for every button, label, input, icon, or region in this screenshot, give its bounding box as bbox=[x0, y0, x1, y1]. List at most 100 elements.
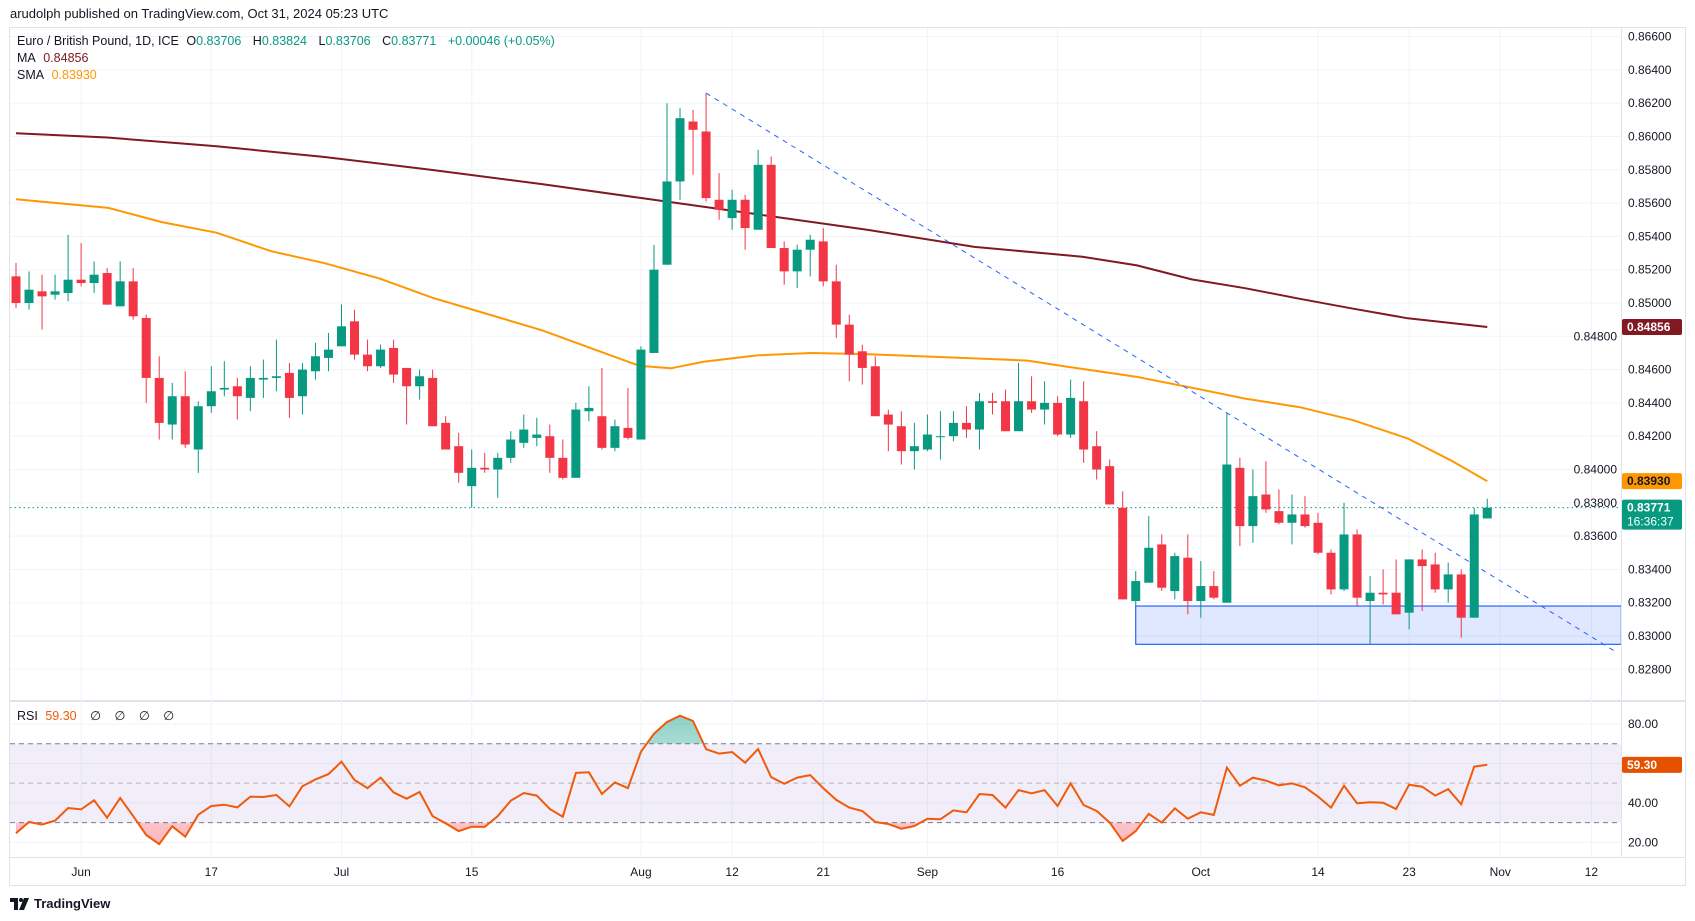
candle[interactable] bbox=[180, 371, 190, 448]
candle[interactable] bbox=[1313, 512, 1323, 555]
candle[interactable] bbox=[545, 424, 555, 473]
candle[interactable] bbox=[1248, 469, 1258, 543]
candle[interactable] bbox=[610, 419, 620, 452]
candle[interactable] bbox=[1339, 502, 1349, 592]
candle[interactable] bbox=[1209, 571, 1219, 600]
candle[interactable] bbox=[988, 392, 997, 415]
time-axis[interactable]: Jun 17 Jul 15 Aug 12 21 Sep 16 Oct 14 23 Nov 12 bbox=[71, 865, 1598, 879]
sma-legend[interactable]: SMA 0.83930 bbox=[17, 68, 101, 82]
candle[interactable] bbox=[883, 409, 893, 452]
price-axis[interactable]: 0.82800 0.83000 0.83200 0.83400 0.83600 0.838… bbox=[1574, 30, 1672, 677]
candle[interactable] bbox=[467, 449, 477, 508]
candle[interactable] bbox=[323, 332, 333, 372]
candle[interactable] bbox=[1001, 389, 1011, 432]
candle[interactable] bbox=[11, 263, 21, 308]
candle[interactable] bbox=[1014, 362, 1024, 432]
candle[interactable] bbox=[597, 367, 607, 450]
candle[interactable] bbox=[376, 344, 386, 368]
candle[interactable] bbox=[284, 362, 294, 418]
candle[interactable] bbox=[24, 271, 34, 310]
candle[interactable] bbox=[740, 194, 750, 250]
ma-legend[interactable]: MA 0.84856 bbox=[17, 51, 92, 65]
candle[interactable] bbox=[857, 344, 867, 385]
candle[interactable] bbox=[844, 314, 854, 382]
candle[interactable] bbox=[363, 339, 373, 372]
candle[interactable] bbox=[297, 362, 307, 415]
candle[interactable] bbox=[1027, 376, 1037, 413]
candle[interactable] bbox=[1118, 491, 1128, 600]
candle[interactable] bbox=[1274, 489, 1284, 525]
candle[interactable] bbox=[1079, 381, 1089, 463]
candle[interactable] bbox=[1287, 494, 1297, 545]
candle[interactable] bbox=[1170, 552, 1180, 600]
candle[interactable] bbox=[558, 439, 568, 480]
candle[interactable] bbox=[688, 109, 698, 175]
candle[interactable] bbox=[480, 452, 490, 473]
candle[interactable] bbox=[1378, 569, 1388, 605]
candle[interactable] bbox=[402, 367, 412, 425]
candle[interactable] bbox=[779, 241, 789, 285]
candle[interactable] bbox=[1235, 457, 1245, 547]
candle[interactable] bbox=[258, 359, 268, 398]
candle[interactable] bbox=[519, 414, 529, 448]
candle[interactable] bbox=[37, 274, 47, 330]
candle[interactable] bbox=[818, 228, 828, 287]
candle[interactable] bbox=[792, 244, 802, 289]
candle[interactable] bbox=[805, 234, 815, 277]
candle[interactable] bbox=[1144, 516, 1154, 583]
trendline-drawing[interactable] bbox=[705, 92, 1617, 653]
candle[interactable] bbox=[1300, 496, 1310, 528]
candle[interactable] bbox=[232, 377, 242, 420]
symbol-legend[interactable]: Euro / British Pound, 1D, ICE O0.83706 H… bbox=[17, 34, 559, 48]
candle[interactable] bbox=[1482, 498, 1492, 519]
rsi-axis[interactable]: 80.00 40.00 20.00 bbox=[1628, 717, 1658, 849]
candle[interactable] bbox=[909, 422, 919, 470]
support-zone-rectangle[interactable] bbox=[1135, 605, 1622, 645]
candle[interactable] bbox=[219, 361, 229, 397]
candle[interactable] bbox=[1365, 576, 1375, 645]
candle[interactable] bbox=[154, 356, 164, 440]
candle[interactable] bbox=[623, 387, 633, 440]
candle[interactable] bbox=[1456, 569, 1466, 638]
candle[interactable] bbox=[454, 432, 464, 483]
candle[interactable] bbox=[922, 414, 932, 452]
candle[interactable] bbox=[1404, 559, 1414, 630]
candle[interactable] bbox=[870, 356, 880, 417]
candle[interactable] bbox=[961, 406, 971, 438]
candle[interactable] bbox=[1131, 571, 1141, 607]
candle[interactable] bbox=[89, 261, 99, 294]
candle[interactable] bbox=[50, 274, 60, 300]
candle[interactable] bbox=[714, 173, 724, 220]
main-pane[interactable] bbox=[10, 92, 1622, 653]
candle[interactable] bbox=[271, 339, 281, 392]
rsi-pane[interactable] bbox=[10, 714, 1621, 846]
candle[interactable] bbox=[727, 189, 737, 230]
candle[interactable] bbox=[1040, 381, 1050, 425]
candle[interactable] bbox=[584, 386, 594, 422]
candle[interactable] bbox=[1391, 559, 1401, 615]
candle[interactable] bbox=[350, 309, 360, 360]
candle[interactable] bbox=[636, 346, 646, 440]
candle[interactable] bbox=[193, 401, 203, 473]
candle[interactable] bbox=[766, 156, 776, 249]
tradingview-logo[interactable]: TradingView bbox=[10, 896, 110, 911]
candle[interactable] bbox=[115, 261, 125, 307]
candle[interactable] bbox=[1092, 431, 1102, 480]
candle[interactable] bbox=[675, 108, 685, 200]
candle[interactable] bbox=[441, 416, 451, 450]
candle[interactable] bbox=[532, 417, 542, 447]
candle[interactable] bbox=[831, 264, 841, 338]
candle[interactable] bbox=[1183, 534, 1193, 615]
candle[interactable] bbox=[245, 366, 255, 412]
candle[interactable] bbox=[1066, 379, 1076, 438]
candle[interactable] bbox=[506, 431, 516, 463]
candle[interactable] bbox=[310, 342, 320, 380]
candle[interactable] bbox=[1157, 534, 1167, 592]
candle[interactable] bbox=[1261, 461, 1271, 513]
candle[interactable] bbox=[102, 268, 112, 305]
candle[interactable] bbox=[1326, 549, 1336, 595]
candle[interactable] bbox=[206, 366, 216, 413]
candle[interactable] bbox=[76, 243, 86, 287]
candle[interactable] bbox=[1469, 507, 1479, 618]
